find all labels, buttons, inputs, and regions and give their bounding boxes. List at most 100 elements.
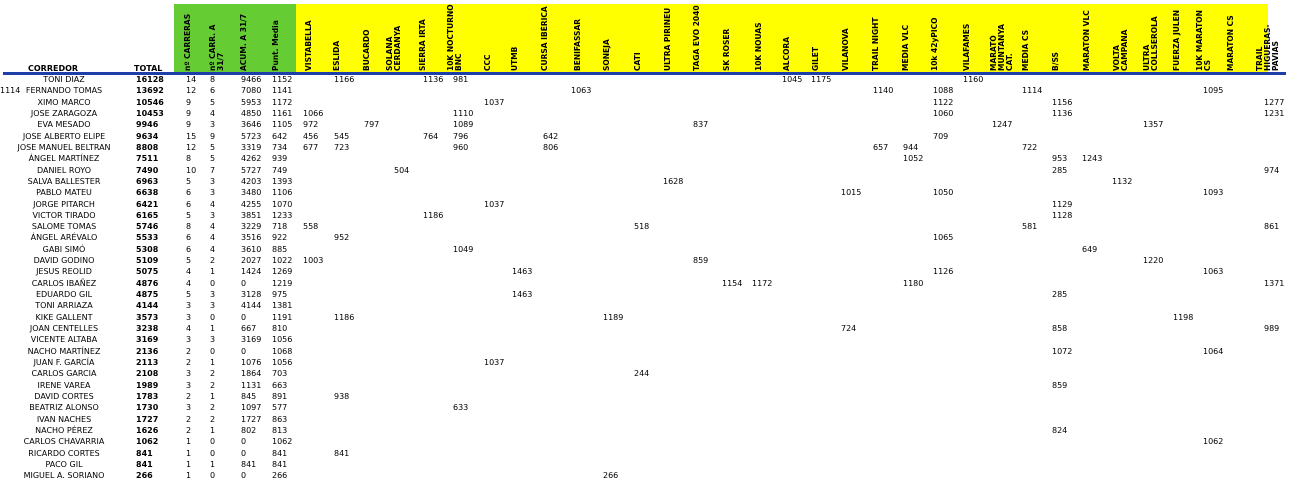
- race-score: 504: [394, 165, 410, 175]
- race-header-22: VILAFAMES: [962, 23, 971, 71]
- runner-total: 1727: [136, 414, 159, 424]
- race-score: 837: [693, 120, 709, 130]
- race-header-11: CATI: [633, 52, 642, 71]
- runner-stat: 3516: [241, 233, 262, 243]
- race-header-19: TRAIL NIGHT: [871, 17, 880, 72]
- runner-stat: 845: [241, 391, 257, 401]
- table-row: IVAN NACHES 1727 2 2 1727 863: [0, 414, 1289, 425]
- runner-stat: 3480: [241, 188, 262, 198]
- runner-name: CARLOS GARCIA: [31, 369, 97, 379]
- runner-stat: 3: [210, 290, 216, 300]
- runner-stat: 5: [210, 154, 216, 164]
- race-score: 1357: [1143, 120, 1164, 130]
- table-row: ÁNGEL MARTÍNEZ 7511 8 5 4262 939 1052 953 1243: [0, 153, 1289, 164]
- table-row: DAVID CORTES 1783 2 1 845 891 938: [0, 391, 1289, 402]
- runner-stat: 1097: [241, 403, 262, 413]
- runner-stat: 863: [272, 414, 288, 424]
- race-score: 244: [634, 369, 650, 379]
- runner-total: 7490: [136, 165, 159, 175]
- runner-stat: 1864: [241, 369, 262, 379]
- race-score: 859: [1052, 380, 1068, 390]
- runner-total: 3573: [136, 312, 159, 322]
- race-header-7: UTMB: [510, 46, 519, 71]
- race-score: 1156: [1052, 97, 1073, 107]
- runner-stat: 8: [210, 75, 216, 84]
- runner-stat: 3: [210, 335, 216, 345]
- table-row: JOAN CENTELLES 3238 4 1 667 810 724 858 989: [0, 323, 1289, 334]
- race-score: 1189: [603, 312, 624, 322]
- race-score: 1114: [0, 86, 21, 96]
- runner-stat: 734: [272, 142, 288, 152]
- runner-stat: 922: [272, 233, 288, 243]
- runner-name: JOSE MANUEL BELTRAN: [17, 142, 111, 152]
- runner-stat: 841: [272, 459, 288, 469]
- runner-stat: 7080: [241, 86, 262, 96]
- table-row: JOSE ALBERTO ELIPE 9634 15 9 5723 642 456 545 76…: [0, 131, 1289, 142]
- race-score: 1049: [453, 244, 474, 254]
- race-score: 1093: [1203, 188, 1224, 198]
- runner-total: 10453: [136, 108, 164, 118]
- race-score: 1243: [1082, 154, 1103, 164]
- race-header-26: MARATÓN VLC: [1082, 10, 1091, 71]
- runner-stat: 1076: [241, 358, 262, 367]
- runner-stat: 1106: [272, 188, 293, 198]
- runner-total: 6165: [136, 210, 159, 220]
- race-score: 1065: [933, 233, 954, 243]
- runner-total: 1783: [136, 391, 159, 401]
- runner-stat: 8: [186, 222, 192, 232]
- table-row: CARLOS GARCIA 2108 3 2 1864 703 244: [0, 368, 1289, 379]
- table-row: SALOME TOMAS 5746 8 4 3229 718 558 518 581 861: [0, 221, 1289, 232]
- runner-total: 1626: [136, 425, 159, 435]
- race-score: 1060: [933, 108, 954, 118]
- runner-stat: 1: [186, 448, 192, 458]
- runner-stat: 3229: [241, 222, 262, 232]
- runner-stat: 841: [272, 448, 288, 458]
- runner-name: CARLOS IBAÑEZ: [31, 278, 97, 288]
- runner-stat: 2: [186, 414, 192, 424]
- race-score: 1064: [1203, 346, 1224, 356]
- runner-stat: 4255: [241, 199, 262, 209]
- runner-total: 9946: [136, 120, 159, 130]
- runner-total: 8808: [136, 142, 159, 152]
- runner-name: IVAN NACHES: [36, 414, 92, 424]
- runner-name: IRENE VAREA: [37, 380, 91, 390]
- header-divider: [3, 72, 1286, 75]
- runner-stat: 4: [210, 199, 216, 209]
- race-score: 677: [303, 142, 319, 152]
- runner-name: DANIEL ROYO: [36, 165, 92, 175]
- table-row: DAVID GODINO 5109 5 2 2027 1022 1003 859 1220: [0, 255, 1289, 266]
- runner-stat: 1269: [272, 267, 293, 277]
- race-score: 1062: [1203, 437, 1224, 447]
- runner-stat: 3: [210, 210, 216, 220]
- runner-stat: 663: [272, 380, 288, 390]
- race-header-3: SOLANA CERDANYA: [385, 25, 402, 71]
- race-score: 642: [543, 131, 559, 141]
- table-row: NACHO MARTÍNEZ 2136 2 0 0 1068 1072 1064: [0, 346, 1289, 357]
- race-score: 581: [1022, 222, 1038, 232]
- runner-stat: 2: [210, 369, 216, 379]
- runner-total: 13692: [136, 86, 164, 96]
- total-header: TOTAL: [134, 64, 163, 73]
- runner-stat: 4850: [241, 108, 262, 118]
- table-row: IRENE VAREA 1989 3 2 1131 663 859: [0, 380, 1289, 391]
- race-score: 649: [1082, 244, 1098, 254]
- runner-name: ÁNGEL MARTÍNEZ: [28, 154, 100, 164]
- runner-stat: 1105: [272, 120, 293, 130]
- runner-stat: 4: [210, 233, 216, 243]
- race-score: 938: [334, 391, 350, 401]
- table-row: NACHO PÉREZ 1626 2 1 802 813 824: [0, 425, 1289, 436]
- runner-stat: 939: [272, 154, 288, 164]
- race-score: 1180: [903, 278, 924, 288]
- runner-total: 5109: [136, 256, 159, 266]
- race-score: 858: [1052, 324, 1068, 334]
- runner-total: 10546: [136, 97, 164, 107]
- race-score: 1136: [1052, 108, 1073, 118]
- race-score: 953: [1052, 154, 1068, 164]
- runner-stat: 2: [186, 425, 192, 435]
- runner-stat: 0: [210, 346, 216, 356]
- runner-stat: 0: [241, 278, 247, 288]
- race-header-24: MEDIA CS: [1021, 29, 1030, 71]
- runner-stat: 1: [210, 324, 216, 334]
- race-score: 1037: [484, 199, 505, 209]
- race-score: 285: [1052, 165, 1068, 175]
